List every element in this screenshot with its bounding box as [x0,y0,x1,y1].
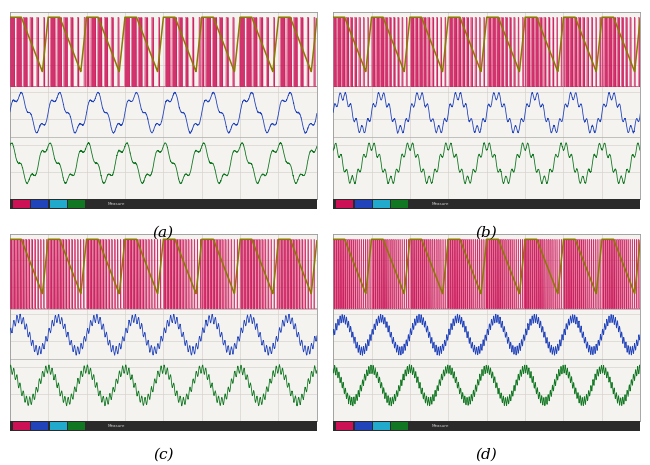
Text: (c): (c) [153,448,174,462]
Bar [10,421,317,431]
Bar [373,422,390,430]
Bar [31,200,48,207]
Text: Measure: Measure [432,424,448,428]
Bar [68,422,85,430]
Text: Measure: Measure [108,424,125,428]
Text: Measure: Measure [108,202,125,206]
Bar [373,200,390,207]
Bar [355,422,372,430]
Bar [333,199,640,209]
Bar [355,200,372,207]
Bar [333,421,640,431]
Bar [336,422,353,430]
Bar [336,200,353,207]
Text: Measure: Measure [432,202,448,206]
Bar [49,422,66,430]
Text: (b): (b) [476,226,497,240]
Bar [49,200,66,207]
Bar [391,422,408,430]
Text: (d): (d) [476,448,497,462]
Bar [391,200,408,207]
Bar [68,200,85,207]
Bar [31,422,48,430]
Bar [13,422,30,430]
Text: (a): (a) [153,226,174,240]
Bar [10,199,317,209]
Bar [13,200,30,207]
